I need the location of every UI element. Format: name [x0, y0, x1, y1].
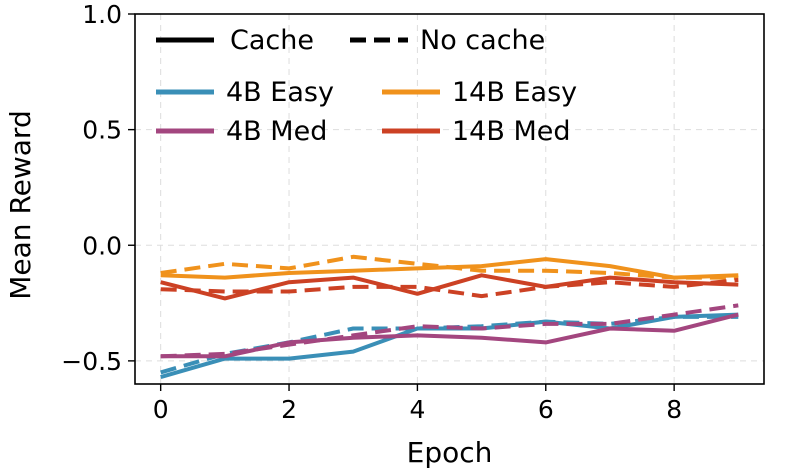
- y-tick-label: 1.0: [82, 0, 122, 29]
- legend-4b-med-label: 4B Med: [226, 116, 327, 147]
- series-line-14b-easy-no-cache: [160, 254, 739, 280]
- y-axis-label: Mean Reward: [4, 110, 37, 299]
- series-line-4b-easy-cache: [160, 312, 739, 380]
- legend-4b-easy-label: 4B Easy: [226, 77, 334, 108]
- x-tick-label: 8: [666, 395, 682, 424]
- x-tick-label: 0: [153, 395, 169, 424]
- series-lines: [160, 254, 739, 380]
- legend-14b-med-label: 14B Med: [452, 116, 571, 147]
- series-line-4b-easy-no-cache: [160, 314, 739, 375]
- x-tick-label: 4: [409, 395, 425, 424]
- y-tick-label: −0.5: [61, 347, 122, 376]
- legend: Cache No cache 4B Easy 14B Easy 4B Med 1…: [156, 25, 577, 147]
- plot-frame: [134, 13, 765, 385]
- series-line-4b-med-no-cache: [160, 303, 739, 359]
- legend-14b-easy-label: 14B Easy: [452, 77, 577, 108]
- y-tick-label: 0.0: [82, 231, 122, 260]
- legend-cache-label: Cache: [230, 25, 314, 56]
- x-tick-label: 2: [281, 395, 297, 424]
- series-line-14b-med-no-cache: [160, 277, 739, 299]
- legend-no-cache-label: No cache: [420, 25, 545, 56]
- y-tick-label: 0.5: [82, 116, 122, 145]
- axis-ticks: 0 2 4 6 8 1.0 0.5 0.0 −0.5: [61, 0, 682, 424]
- x-tick-label: 6: [538, 395, 554, 424]
- x-axis-label: Epoch: [407, 436, 493, 469]
